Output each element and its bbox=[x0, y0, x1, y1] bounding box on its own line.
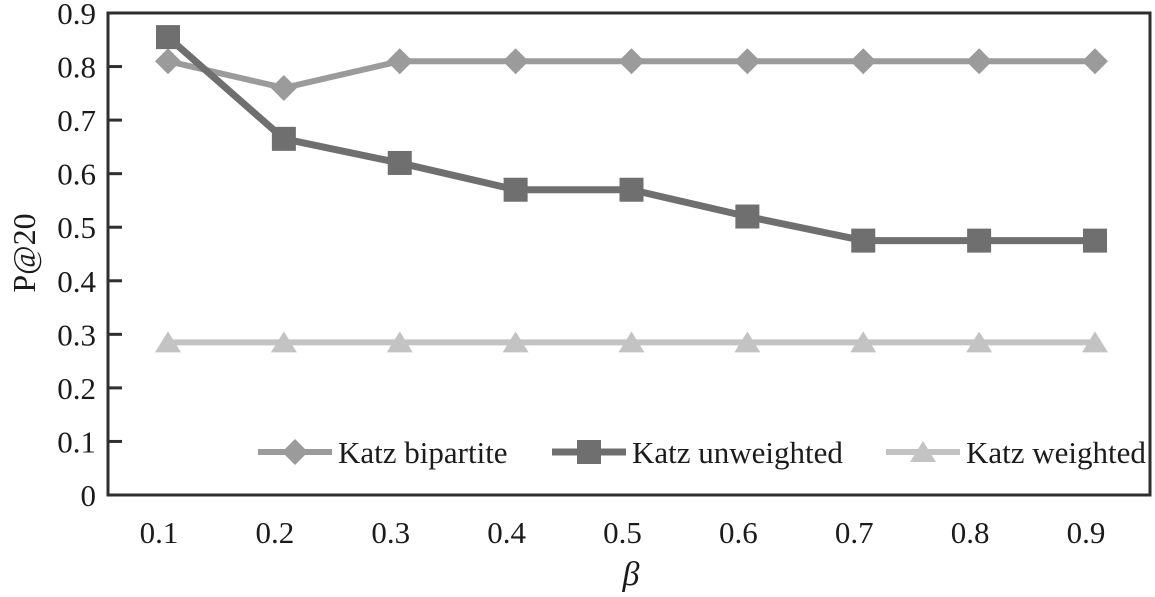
y-tick-label: 0.4 bbox=[57, 264, 96, 299]
y-tick-label: 0.7 bbox=[57, 103, 96, 138]
marker-triangle-katz-weighted bbox=[386, 331, 413, 353]
x-tick-label: 0.2 bbox=[256, 515, 295, 550]
legend-label-katz-weighted: Katz weighted bbox=[966, 435, 1146, 470]
marker-diamond-katz-bipartite bbox=[850, 48, 877, 75]
marker-square-katz-unweighted bbox=[851, 228, 876, 253]
marker-square-katz-unweighted bbox=[271, 126, 296, 151]
marker-diamond-katz-bipartite bbox=[502, 48, 529, 75]
x-tick-label: 0.3 bbox=[371, 515, 410, 550]
marker-triangle-katz-weighted bbox=[270, 331, 297, 353]
x-tick-label: 0.1 bbox=[140, 515, 179, 550]
x-tick-label: 0.5 bbox=[603, 515, 642, 550]
marker-square-katz-unweighted bbox=[619, 177, 644, 202]
marker-square-katz-unweighted bbox=[735, 204, 760, 229]
y-tick-label: 0.9 bbox=[57, 0, 96, 31]
marker-diamond-katz-bipartite bbox=[734, 48, 761, 75]
legend-label-katz-unweighted: Katz unweighted bbox=[632, 435, 843, 470]
y-tick-label: 0.6 bbox=[57, 157, 96, 192]
marker-triangle-katz-weighted bbox=[966, 331, 993, 353]
y-tick-label: 0.2 bbox=[57, 371, 96, 406]
x-tick-label: 0.9 bbox=[1067, 515, 1106, 550]
marker-diamond-katz-bipartite bbox=[1082, 48, 1108, 75]
y-tick-label: 0.3 bbox=[57, 317, 96, 352]
marker-square-katz-unweighted bbox=[387, 150, 412, 175]
marker-triangle-katz-weighted bbox=[850, 331, 877, 353]
marker-square-legend-katz-unweighted bbox=[577, 440, 601, 464]
marker-triangle-katz-weighted bbox=[734, 331, 761, 353]
marker-diamond-katz-bipartite bbox=[966, 48, 993, 75]
marker-square-katz-unweighted bbox=[1083, 228, 1107, 253]
x-tick-label: 0.4 bbox=[487, 515, 526, 550]
x-axis-title: β bbox=[622, 556, 640, 593]
x-tick-label: 0.7 bbox=[835, 515, 874, 550]
marker-triangle-katz-weighted bbox=[618, 331, 645, 353]
marker-diamond-legend-katz-bipartite bbox=[282, 439, 308, 465]
marker-diamond-katz-bipartite bbox=[618, 48, 645, 75]
y-tick-label: 0.5 bbox=[57, 210, 96, 245]
y-tick-label: 0.1 bbox=[57, 424, 96, 459]
y-tick-label: 0 bbox=[81, 478, 97, 513]
marker-triangle-katz-weighted bbox=[155, 331, 181, 353]
marker-square-katz-unweighted bbox=[503, 177, 528, 202]
x-tick-label: 0.8 bbox=[951, 515, 990, 550]
marker-triangle-legend-katz-weighted bbox=[910, 441, 936, 462]
marker-triangle-katz-weighted bbox=[1082, 331, 1108, 353]
y-tick-label: 0.8 bbox=[57, 50, 96, 85]
marker-diamond-katz-bipartite bbox=[386, 48, 413, 75]
marker-square-katz-unweighted bbox=[967, 228, 992, 253]
y-axis-title: P@20 bbox=[6, 213, 42, 292]
marker-diamond-katz-bipartite bbox=[155, 48, 181, 75]
marker-triangle-katz-weighted bbox=[502, 331, 529, 353]
legend-label-katz-bipartite: Katz bipartite bbox=[338, 435, 508, 470]
marker-square-katz-unweighted bbox=[156, 25, 180, 50]
marker-diamond-katz-bipartite bbox=[270, 74, 297, 101]
x-tick-label: 0.6 bbox=[719, 515, 758, 550]
plot-frame bbox=[106, 11, 1152, 497]
